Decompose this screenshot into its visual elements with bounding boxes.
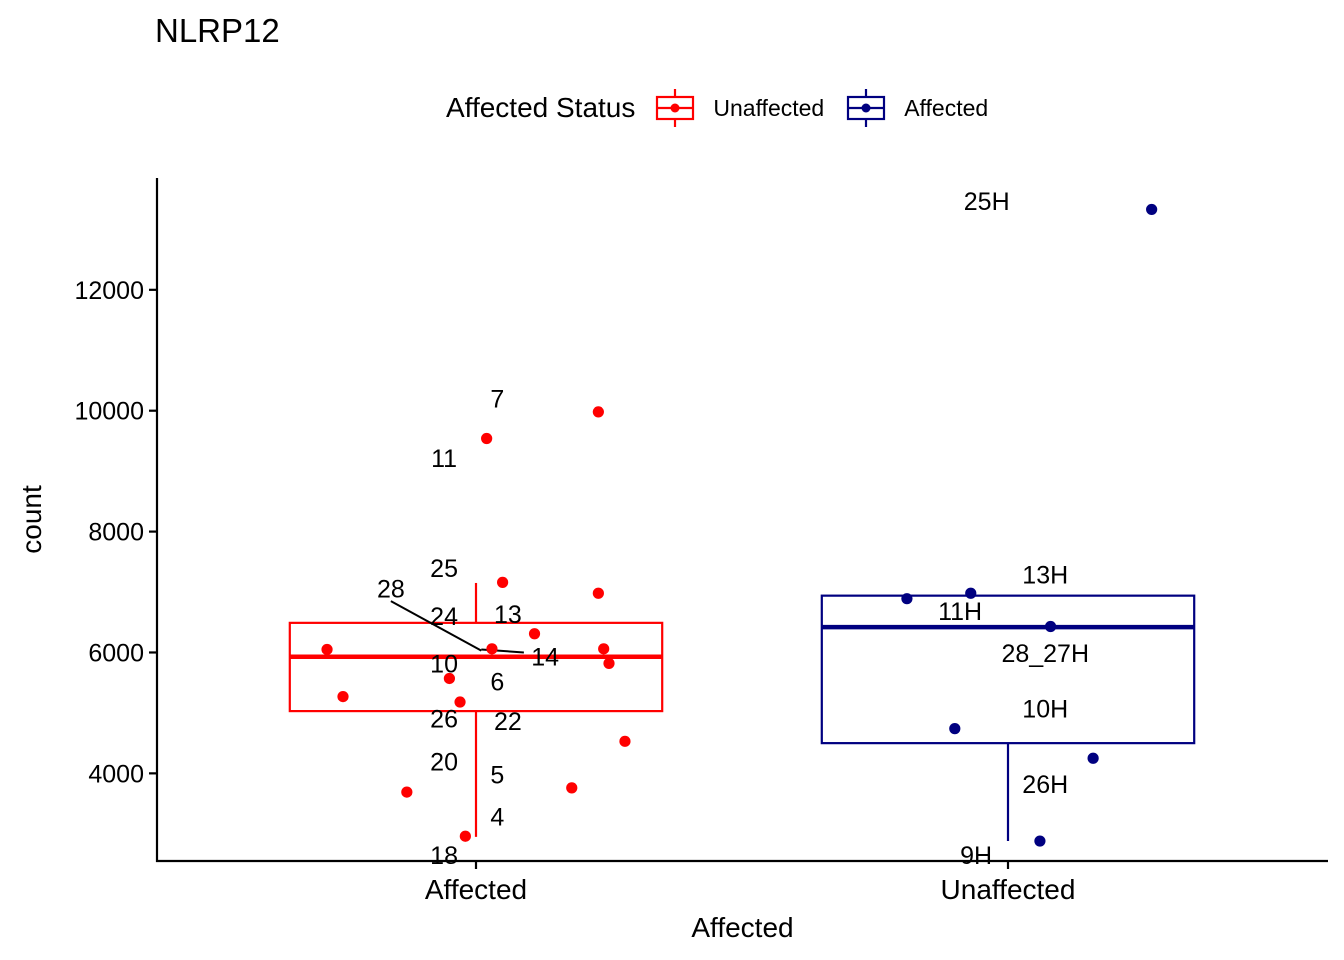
y-tick-label: 6000: [88, 639, 144, 667]
point-label: 20: [430, 748, 458, 776]
point-label: 9H: [960, 842, 992, 870]
y-tick-label: 8000: [88, 519, 144, 547]
data-point: [337, 690, 349, 703]
point-label: 13H: [1022, 562, 1068, 590]
point-label: 5: [490, 762, 504, 790]
point-label: 7: [490, 386, 504, 414]
data-point: [528, 628, 541, 640]
x-axis-title: Affected: [691, 912, 793, 943]
point-label: 14: [531, 644, 559, 672]
point-label: 11H: [938, 598, 982, 626]
data-point: [566, 782, 578, 794]
data-point: [401, 786, 413, 798]
point-label: 28_27H: [1001, 640, 1089, 668]
data-point: [454, 696, 466, 708]
data-point: [1044, 620, 1057, 633]
data-point: [443, 672, 455, 685]
data-point: [459, 830, 471, 842]
point-label: 28: [377, 575, 405, 603]
x-tick-label: Unaffected: [941, 874, 1076, 905]
label-leader-line: [390, 600, 482, 652]
point-label: 22: [494, 708, 522, 736]
box-affected: [288, 582, 664, 837]
legend: Affected Status Unaffected Affected: [446, 88, 1010, 128]
legend-label-affected: Affected: [904, 94, 989, 121]
box-iqr: [820, 594, 1196, 745]
chart-title: NLRP12: [155, 12, 280, 49]
x-tick-label: Affected: [425, 874, 527, 905]
point-label: 25: [430, 555, 458, 583]
point-label: 26: [430, 705, 458, 733]
data-point: [481, 432, 493, 445]
point-label: 26H: [1022, 771, 1068, 799]
data-point: [1087, 752, 1099, 764]
point-label: 6: [490, 668, 504, 696]
data-point: [598, 643, 610, 655]
y-axis-title: count: [16, 485, 47, 554]
data-point: [1146, 203, 1158, 216]
box-iqr: [288, 621, 664, 713]
data-point: [603, 657, 615, 669]
point-label: 11: [431, 445, 457, 473]
y-tick-label: 12000: [74, 277, 144, 305]
point-label: 25H: [964, 188, 1010, 216]
data-point: [486, 643, 498, 655]
data-point: [321, 643, 333, 656]
data-point: [965, 587, 977, 599]
y-tick-label: 4000: [88, 760, 144, 788]
data-point: [592, 587, 604, 599]
point-label: 18: [430, 842, 458, 870]
point-label: 4: [490, 803, 504, 831]
data-point: [949, 723, 961, 735]
data-point: [619, 735, 631, 747]
legend-label-unaffected: Unaffected: [713, 94, 825, 121]
legend-title: Affected Status: [446, 92, 636, 123]
point-label: 24: [430, 603, 458, 631]
legend-key-affected: [847, 89, 886, 127]
y-tick-label: 10000: [74, 398, 144, 426]
point-label: 13: [494, 601, 522, 629]
data-point: [1034, 835, 1046, 847]
point-label: 10H: [1022, 696, 1068, 724]
data-point: [592, 406, 604, 418]
point-label: 10: [430, 650, 458, 678]
data-point: [901, 593, 913, 605]
data-point: [497, 576, 509, 588]
legend-key-unaffected: [656, 89, 695, 127]
box-unaffected: [820, 594, 1196, 842]
